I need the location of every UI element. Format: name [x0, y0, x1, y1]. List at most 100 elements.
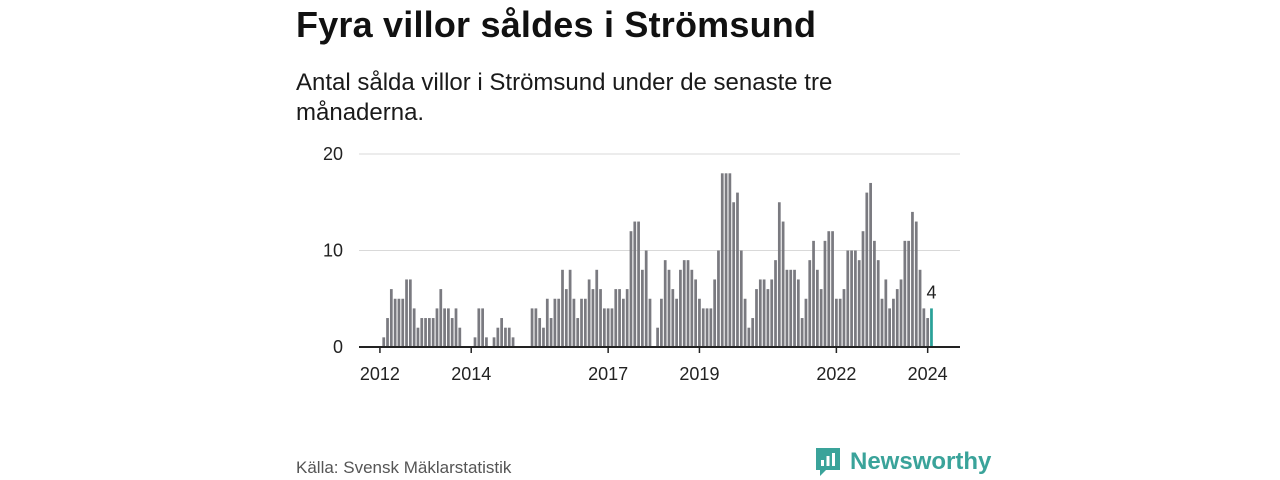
- y-tick-label: 0: [333, 337, 343, 357]
- bar: [458, 327, 462, 347]
- bar: [679, 269, 682, 347]
- bar: [785, 269, 789, 347]
- bar: [420, 318, 424, 347]
- bar: [542, 327, 545, 347]
- bar: [705, 308, 709, 347]
- bar: [698, 298, 701, 347]
- x-tick-label: 2022: [816, 364, 856, 384]
- bar: [838, 298, 842, 347]
- bar: [762, 279, 766, 347]
- bar: [701, 308, 705, 347]
- bar: [846, 250, 850, 347]
- bar: [549, 318, 553, 347]
- bar: [854, 250, 857, 347]
- bar: [819, 289, 823, 347]
- bar: [606, 308, 610, 347]
- bar: [500, 318, 504, 347]
- bar: [720, 173, 724, 347]
- bar: [835, 298, 838, 347]
- bar: [564, 289, 568, 347]
- bar: [431, 318, 435, 347]
- bar: [614, 289, 618, 347]
- bar: [884, 279, 888, 347]
- bar: [777, 202, 781, 347]
- bar: [553, 298, 557, 347]
- bar: [637, 221, 640, 347]
- bar: [602, 308, 606, 347]
- bar: [914, 221, 918, 347]
- bar: [899, 279, 903, 347]
- bar: [412, 308, 416, 347]
- bar: [911, 211, 914, 347]
- bar: [831, 231, 834, 347]
- bar: [610, 308, 614, 347]
- bar-chart-speech-bubble-icon: [816, 448, 840, 476]
- bar: [443, 308, 446, 347]
- bar: [907, 240, 911, 347]
- x-tick-label: 2014: [451, 364, 491, 384]
- bar: [713, 279, 717, 347]
- bar: [888, 308, 891, 347]
- bar: [804, 298, 808, 347]
- bar: [766, 289, 770, 347]
- bar: [675, 298, 678, 347]
- bar: [633, 221, 637, 347]
- bar: [561, 269, 564, 347]
- chart-bars: [382, 173, 933, 347]
- bar: [781, 221, 785, 347]
- bar: [580, 298, 583, 347]
- bar: [572, 298, 576, 347]
- bar: [621, 298, 625, 347]
- bar: [736, 192, 739, 347]
- bar: [447, 308, 450, 347]
- bar: [663, 260, 667, 347]
- bar: [671, 289, 675, 347]
- brand-name: Newsworthy: [850, 448, 992, 475]
- bar: [507, 327, 511, 347]
- bar: [534, 308, 538, 347]
- bar: [842, 289, 846, 347]
- bar: [808, 260, 812, 347]
- bar: [405, 279, 408, 347]
- bar: [857, 260, 861, 347]
- bar: [800, 318, 804, 347]
- bar: [401, 298, 405, 347]
- bar: [717, 250, 720, 347]
- bar: [861, 231, 865, 347]
- bar: [397, 298, 401, 347]
- bar: [641, 269, 644, 347]
- bar: [922, 308, 926, 347]
- source-note: Källa: Svensk Mäklarstatistik: [296, 458, 512, 477]
- bar: [873, 240, 876, 347]
- y-tick-label: 10: [323, 241, 343, 261]
- bar: [880, 298, 884, 347]
- bar: [732, 202, 736, 347]
- bar-latest: [930, 308, 933, 347]
- bar: [789, 269, 793, 347]
- bar: [724, 173, 728, 347]
- x-tick-label: 2017: [588, 364, 628, 384]
- bar: [485, 337, 488, 347]
- bar: [538, 318, 542, 347]
- bar: [435, 308, 439, 347]
- bar: [618, 289, 621, 347]
- bar: [386, 318, 389, 347]
- chart-title: Fyra villor såldes i Strömsund: [296, 4, 817, 45]
- bar: [747, 327, 751, 347]
- brand-logo: Newsworthy: [814, 446, 991, 478]
- bar: [755, 289, 758, 347]
- bar: [774, 260, 777, 347]
- bar: [682, 260, 686, 347]
- bar: [751, 318, 755, 347]
- bar: [876, 260, 880, 347]
- chart-gridlines: [359, 153, 960, 251]
- bar: [454, 308, 458, 347]
- bar: [918, 269, 922, 347]
- bar: [587, 279, 591, 347]
- bar: [496, 327, 500, 347]
- bar: [576, 318, 580, 347]
- bar: [895, 289, 899, 347]
- bar: [869, 182, 872, 347]
- bar: [595, 269, 599, 347]
- bar: [796, 279, 800, 347]
